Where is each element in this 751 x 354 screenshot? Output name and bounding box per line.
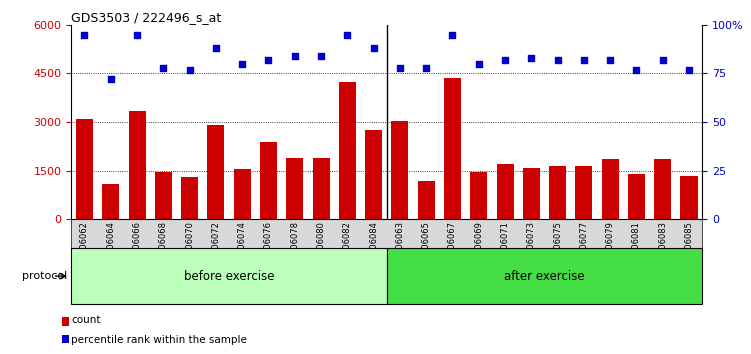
Point [79,32,90,37]
Point [473,61,485,67]
Point [526,55,538,61]
Bar [444,78,461,219]
Bar [234,169,251,219]
Bar [155,172,172,219]
Bar [181,177,198,219]
Bar [549,166,566,219]
Point [288,53,300,59]
Point [499,57,511,63]
Text: count: count [71,315,101,325]
Point [158,65,170,70]
Point [183,67,195,72]
Text: percentile rank within the sample: percentile rank within the sample [71,335,247,345]
Point [342,32,354,37]
Point [421,65,433,70]
Bar [496,164,514,219]
Point [446,32,458,37]
Point [368,45,380,51]
Bar [339,81,356,219]
Text: before exercise: before exercise [184,270,274,282]
Point [551,57,563,63]
Point [578,57,590,63]
Bar [628,174,645,219]
Bar [312,158,330,219]
Point [104,76,117,82]
Bar [575,166,593,219]
Point [131,32,143,37]
Text: protocol: protocol [23,271,68,281]
Point [263,57,275,63]
Bar [128,111,146,219]
Bar [286,158,303,219]
Bar [102,184,119,219]
Text: after exercise: after exercise [504,270,585,282]
Point [683,67,695,72]
Point [210,45,222,51]
Point [604,57,616,63]
Bar [207,125,225,219]
Bar [654,159,671,219]
Point [631,67,643,72]
Text: GDS3503 / 222496_s_at: GDS3503 / 222496_s_at [71,11,222,24]
Point [315,53,327,59]
Point [394,65,406,70]
Bar [680,176,698,219]
Bar [602,159,619,219]
Bar [418,181,435,219]
Bar [391,120,409,219]
Bar [76,119,93,219]
Bar [470,172,487,219]
Point [656,57,668,63]
Point [236,61,248,67]
Bar [260,142,277,219]
Bar [523,167,540,219]
Bar [365,130,382,219]
